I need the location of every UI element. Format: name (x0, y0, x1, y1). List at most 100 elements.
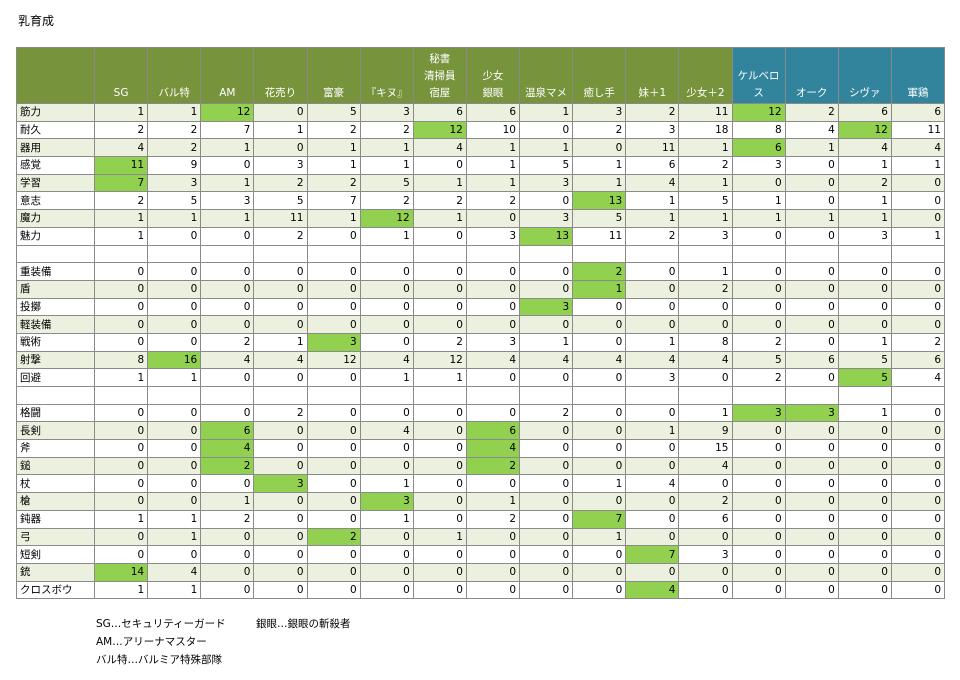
cell: 1 (572, 173, 627, 193)
cell: 2 (147, 120, 202, 140)
cell: 0 (359, 439, 414, 458)
cell: 0 (625, 562, 680, 582)
cell: 0 (253, 262, 308, 281)
cell: 3 (465, 226, 521, 246)
cell: 6 (784, 350, 839, 370)
cell: 2 (465, 456, 521, 476)
row-header: 杖 (16, 474, 95, 494)
empty-cell (93, 244, 149, 264)
cell: 2 (625, 103, 680, 122)
cell: 0 (731, 297, 786, 317)
cell: 0 (784, 279, 839, 299)
cell: 0 (93, 456, 149, 476)
cell: 0 (784, 527, 839, 547)
cell: 1 (518, 332, 574, 352)
cell: 1 (890, 226, 946, 246)
cell: 15 (678, 439, 733, 458)
cell: 0 (147, 332, 202, 352)
cell: 6 (678, 509, 733, 529)
cell: 1 (359, 156, 414, 175)
cell: 1 (572, 474, 627, 494)
cell: 0 (572, 456, 627, 476)
cell: 0 (784, 509, 839, 529)
cell: 1 (253, 332, 308, 352)
cell: 2 (465, 509, 521, 529)
cell: 2 (412, 332, 467, 352)
cell: 0 (784, 439, 839, 458)
cell: 0 (465, 209, 521, 228)
cell: 3 (625, 120, 680, 140)
empty-cell (731, 244, 786, 264)
empty-cell (200, 386, 255, 405)
cell: 0 (518, 580, 574, 600)
empty-cell (837, 386, 892, 405)
cell: 7 (572, 509, 627, 529)
cell: 11 (93, 156, 149, 175)
empty-cell (572, 244, 627, 264)
cell: 0 (625, 439, 680, 458)
cell: 11 (625, 138, 680, 158)
cell: 1 (678, 138, 733, 158)
cell: 5 (837, 368, 892, 387)
cell: 6 (625, 156, 680, 175)
cell: 0 (890, 173, 946, 193)
cell: 0 (200, 156, 255, 175)
cell: 2 (412, 191, 467, 211)
cell: 0 (731, 580, 786, 600)
cell: 12 (412, 120, 467, 140)
column-header: 少女＋2 (678, 47, 733, 104)
spacer-row (16, 386, 946, 405)
cell: 0 (572, 562, 627, 582)
cell: 1 (837, 209, 892, 228)
cell: 2 (306, 527, 361, 547)
cell: 6 (465, 421, 521, 441)
cell: 2 (731, 368, 786, 387)
cell: 0 (465, 545, 521, 564)
cell: 1 (678, 403, 733, 423)
cell: 12 (731, 103, 786, 122)
cell: 0 (359, 527, 414, 547)
cell: 0 (200, 262, 255, 281)
cell: 1 (306, 209, 361, 228)
cell: 1 (465, 492, 521, 511)
empty-cell (359, 244, 414, 264)
cell: 0 (572, 545, 627, 564)
cell: 1 (837, 156, 892, 175)
cell: 0 (572, 332, 627, 352)
cell: 0 (306, 403, 361, 423)
cell: 12 (359, 209, 414, 228)
cell: 18 (678, 120, 733, 140)
cell: 0 (731, 262, 786, 281)
cell: 6 (890, 350, 946, 370)
cell: 5 (147, 191, 202, 211)
cell: 1 (625, 332, 680, 352)
row: 意志 2 5 3 5 7 2 2 2 0 13 1 5 1 0 1 0 (16, 191, 946, 211)
cell: 5 (253, 191, 308, 211)
cell: 4 (625, 173, 680, 193)
empty-cell (518, 244, 574, 264)
cell: 2 (200, 509, 255, 529)
cell: 4 (890, 368, 946, 387)
cell: 0 (147, 492, 202, 511)
row-header: 軽装備 (16, 315, 95, 334)
cell: 1 (412, 368, 467, 387)
cell: 0 (306, 262, 361, 281)
cell: 0 (253, 421, 308, 441)
column-header: 妹＋1 (625, 47, 680, 104)
cell: 0 (731, 173, 786, 193)
row: 重装備 0 0 0 0 0 0 0 0 0 2 0 1 0 0 0 0 (16, 262, 946, 281)
cell: 1 (678, 262, 733, 281)
cell: 0 (93, 332, 149, 352)
cell: 0 (837, 297, 892, 317)
empty-cell (306, 244, 361, 264)
row-header: 弓 (16, 527, 95, 547)
cell: 4 (200, 439, 255, 458)
empty-cell (16, 386, 95, 405)
cell: 0 (253, 103, 308, 122)
cell: 0 (678, 527, 733, 547)
note: 銀眼…銀眼の斬殺者 (256, 618, 351, 630)
cell: 2 (253, 173, 308, 193)
cell: 0 (412, 297, 467, 317)
header-row: SG バル特 AM 花売り 富豪 『キヌ』 秘書 清掃員 宿屋 少女 銀眼 温泉マメ 癒し手 妹＋1… (16, 47, 946, 104)
